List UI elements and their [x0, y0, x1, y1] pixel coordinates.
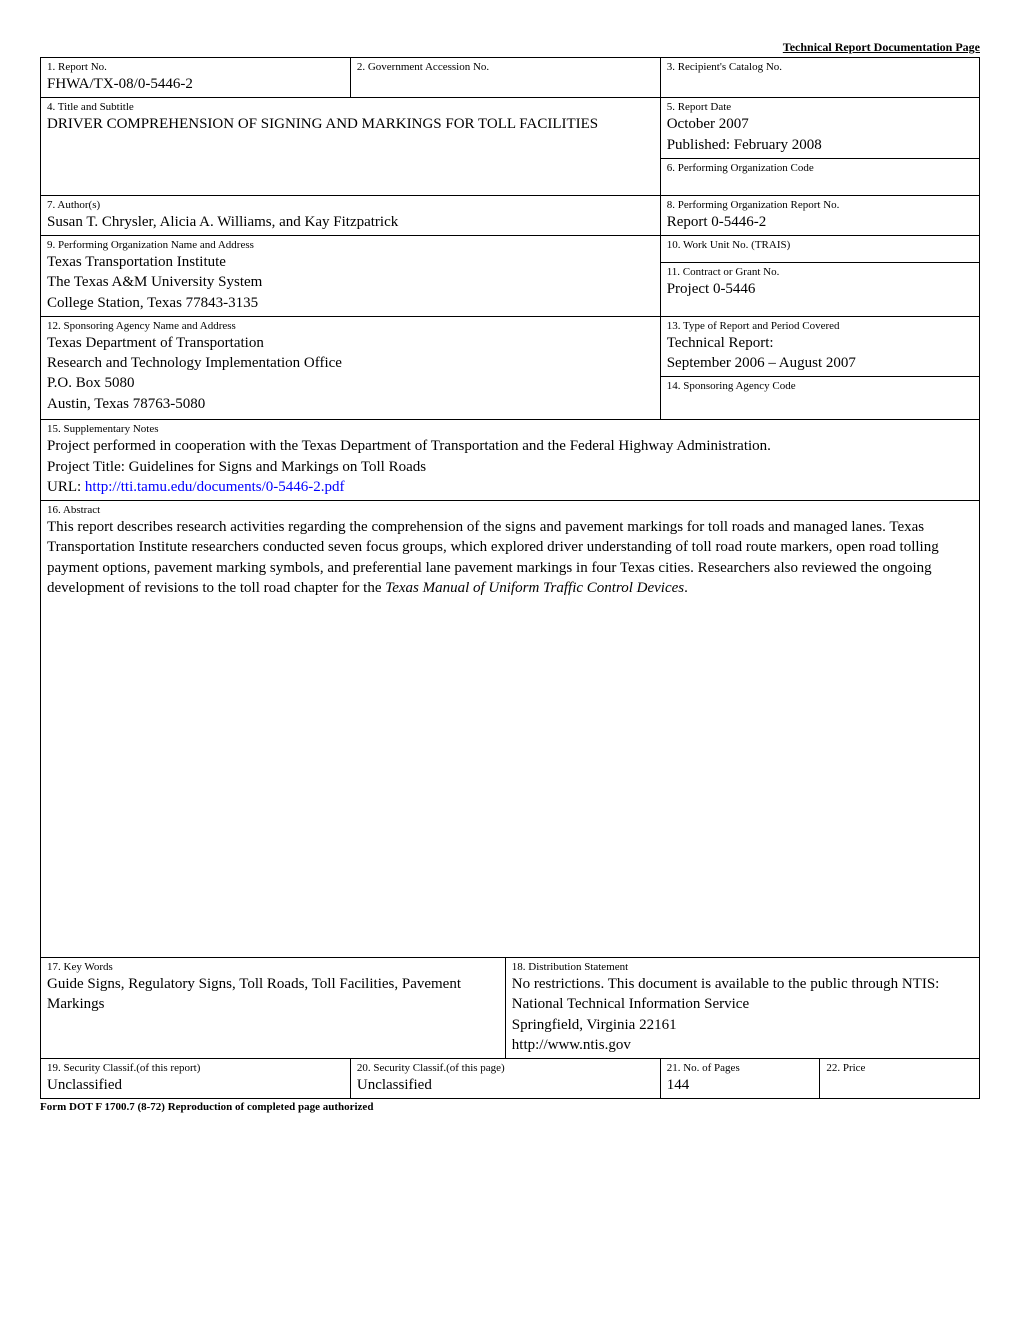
security-report-cell: 19. Security Classif.(of this report) Un… — [41, 1059, 351, 1099]
org-address-line3: College Station, Texas 77843-3135 — [47, 293, 654, 313]
security-page-cell: 20. Security Classif.(of this page) Uncl… — [350, 1059, 660, 1099]
supp-line3: URL: http://tti.tamu.edu/documents/0-544… — [47, 477, 973, 497]
keywords-cell: 17. Key Words Guide Signs, Regulatory Si… — [41, 958, 506, 1059]
recipient-catalog-cell: 3. Recipient's Catalog No. — [660, 58, 979, 98]
field-label: 5. Report Date — [667, 101, 973, 113]
dist-line3: Springfield, Virginia 22161 — [512, 1015, 973, 1035]
field-label: 21. No. of Pages — [667, 1062, 814, 1074]
supp-line1: Project performed in cooperation with th… — [47, 436, 973, 456]
supp-line2: Project Title: Guidelines for Signs and … — [47, 457, 973, 477]
report-no-cell: 1. Report No. FHWA/TX-08/0-5446-2 — [41, 58, 351, 98]
field-label: 4. Title and Subtitle — [47, 101, 654, 113]
url-link[interactable]: http://tti.tamu.edu/documents/0-5446-2.p… — [85, 479, 345, 495]
price-cell: 22. Price — [820, 1059, 980, 1099]
report-no-value: FHWA/TX-08/0-5446-2 — [47, 76, 193, 92]
keywords-value: Guide Signs, Regulatory Signs, Toll Road… — [47, 974, 499, 1015]
dist-line4: http://www.ntis.gov — [512, 1035, 973, 1055]
field-label: 1. Report No. — [47, 61, 344, 73]
field-label: 19. Security Classif.(of this report) — [47, 1062, 344, 1074]
report-date-cell: 5. Report Date October 2007 Published: F… — [660, 98, 979, 159]
num-pages-cell: 21. No. of Pages 144 — [660, 1059, 820, 1099]
contract-no-cell: 11. Contract or Grant No. Project 0-5446 — [660, 262, 979, 316]
org-address-cell: 9. Performing Organization Name and Addr… — [41, 236, 661, 317]
report-date-value1: October 2007 — [667, 114, 973, 134]
abstract-text: This report describes research activitie… — [47, 517, 973, 598]
supplementary-cell: 15. Supplementary Notes Project performe… — [41, 420, 980, 501]
abstract-italic: Texas Manual of Uniform Traffic Control … — [385, 580, 684, 596]
documentation-page: Technical Report Documentation Page 1. R… — [40, 40, 980, 1113]
org-address-line2: The Texas A&M University System — [47, 272, 654, 292]
url-prefix: URL: — [47, 479, 85, 495]
abstract-cell: 16. Abstract This report describes resea… — [41, 501, 980, 958]
org-report-no-value: Report 0-5446-2 — [667, 214, 767, 230]
field-label: 20. Security Classif.(of this page) — [357, 1062, 654, 1074]
report-type-cell: 13. Type of Report and Period Covered Te… — [660, 316, 979, 377]
report-type-line1: Technical Report: — [667, 333, 973, 353]
field-label: 14. Sponsoring Agency Code — [667, 380, 973, 392]
work-unit-cell: 10. Work Unit No. (TRAIS) — [660, 236, 979, 263]
field-label: 17. Key Words — [47, 961, 499, 973]
field-label: 16. Abstract — [47, 504, 973, 516]
num-pages-value: 144 — [667, 1077, 690, 1093]
title-cell: 4. Title and Subtitle DRIVER COMPREHENSI… — [41, 98, 661, 196]
report-date-value2: Published: February 2008 — [667, 135, 973, 155]
sponsor-line2: Research and Technology Implementation O… — [47, 353, 654, 373]
field-label: 15. Supplementary Notes — [47, 423, 973, 435]
org-report-no-cell: 8. Performing Organization Report No. Re… — [660, 195, 979, 235]
security-page-value: Unclassified — [357, 1077, 432, 1093]
footer-note: Form DOT F 1700.7 (8-72) Reproduction of… — [40, 1101, 980, 1113]
org-code-cell: 6. Performing Organization Code — [660, 158, 979, 195]
field-label: 7. Author(s) — [47, 199, 654, 211]
field-label: 13. Type of Report and Period Covered — [667, 320, 973, 332]
report-type-line2: September 2006 – August 2007 — [667, 353, 973, 373]
title-value: DRIVER COMPREHENSION OF SIGNING AND MARK… — [47, 116, 598, 132]
authors-value: Susan T. Chrysler, Alicia A. Williams, a… — [47, 214, 398, 230]
field-label: 3. Recipient's Catalog No. — [667, 61, 973, 73]
field-label: 8. Performing Organization Report No. — [667, 199, 973, 211]
sponsor-line1: Texas Department of Transportation — [47, 333, 654, 353]
field-label: 10. Work Unit No. (TRAIS) — [667, 239, 973, 251]
abstract-part2: . — [684, 580, 688, 596]
sponsor-line3: P.O. Box 5080 — [47, 373, 654, 393]
field-label: 12. Sponsoring Agency Name and Address — [47, 320, 654, 332]
field-label: 22. Price — [826, 1062, 973, 1074]
field-label: 11. Contract or Grant No. — [667, 266, 973, 278]
field-label: 6. Performing Organization Code — [667, 162, 973, 174]
sponsor-address-cell: 12. Sponsoring Agency Name and Address T… — [41, 316, 661, 420]
dist-line1: No restrictions. This document is availa… — [512, 974, 973, 994]
field-label: 9. Performing Organization Name and Addr… — [47, 239, 654, 251]
security-report-value: Unclassified — [47, 1077, 122, 1093]
sponsor-line4: Austin, Texas 78763-5080 — [47, 394, 654, 414]
page-header: Technical Report Documentation Page — [40, 40, 980, 55]
report-form-table: 1. Report No. FHWA/TX-08/0-5446-2 2. Gov… — [40, 57, 980, 1099]
org-address-line1: Texas Transportation Institute — [47, 252, 654, 272]
gov-accession-cell: 2. Government Accession No. — [350, 58, 660, 98]
distribution-cell: 18. Distribution Statement No restrictio… — [505, 958, 979, 1059]
contract-no-value: Project 0-5446 — [667, 281, 756, 297]
field-label: 2. Government Accession No. — [357, 61, 654, 73]
authors-cell: 7. Author(s) Susan T. Chrysler, Alicia A… — [41, 195, 661, 235]
field-label: 18. Distribution Statement — [512, 961, 973, 973]
sponsor-code-cell: 14. Sponsoring Agency Code — [660, 377, 979, 420]
dist-line2: National Technical Information Service — [512, 994, 973, 1014]
